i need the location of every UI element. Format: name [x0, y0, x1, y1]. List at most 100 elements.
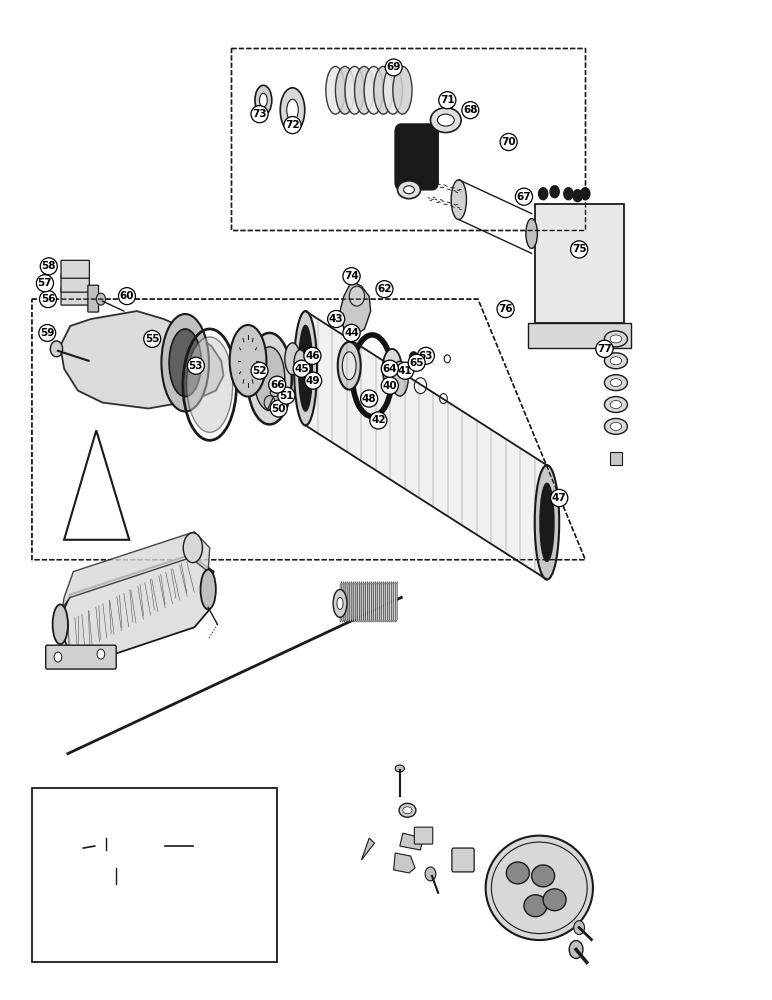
Text: 48: 48	[362, 394, 377, 404]
Ellipse shape	[532, 865, 554, 887]
Ellipse shape	[335, 66, 354, 114]
Text: 58: 58	[42, 261, 56, 271]
Ellipse shape	[161, 314, 209, 411]
Polygon shape	[356, 582, 358, 622]
Ellipse shape	[103, 833, 110, 839]
Text: 71: 71	[440, 95, 455, 105]
Polygon shape	[350, 582, 352, 622]
Polygon shape	[374, 582, 376, 622]
Text: 68: 68	[463, 105, 478, 115]
Ellipse shape	[540, 483, 554, 561]
Circle shape	[564, 188, 573, 200]
Ellipse shape	[342, 352, 356, 380]
Ellipse shape	[299, 325, 313, 411]
FancyBboxPatch shape	[61, 260, 90, 278]
Ellipse shape	[506, 862, 530, 884]
Polygon shape	[385, 582, 388, 622]
Polygon shape	[400, 833, 423, 850]
Text: 59: 59	[40, 328, 54, 338]
Text: 57: 57	[38, 278, 52, 288]
Ellipse shape	[404, 186, 415, 194]
Polygon shape	[610, 452, 622, 465]
Ellipse shape	[169, 329, 201, 397]
Circle shape	[264, 396, 275, 410]
Polygon shape	[390, 582, 391, 622]
Text: 51: 51	[279, 391, 293, 401]
Circle shape	[96, 293, 106, 305]
Ellipse shape	[183, 533, 202, 563]
Text: 55: 55	[145, 334, 160, 344]
Ellipse shape	[201, 570, 216, 609]
Ellipse shape	[604, 397, 628, 412]
Circle shape	[550, 186, 559, 198]
Polygon shape	[354, 582, 356, 622]
Circle shape	[349, 286, 364, 306]
Ellipse shape	[391, 361, 408, 396]
Ellipse shape	[610, 401, 621, 409]
Polygon shape	[358, 582, 360, 622]
Ellipse shape	[384, 66, 402, 114]
Text: 66: 66	[270, 380, 284, 390]
Ellipse shape	[254, 347, 285, 410]
Bar	[32, 788, 277, 962]
FancyBboxPatch shape	[61, 274, 90, 292]
Text: 60: 60	[120, 291, 134, 301]
Ellipse shape	[431, 108, 461, 133]
Polygon shape	[340, 281, 371, 336]
Ellipse shape	[113, 863, 120, 868]
Polygon shape	[381, 582, 384, 622]
Ellipse shape	[486, 836, 593, 940]
Polygon shape	[394, 582, 395, 622]
Ellipse shape	[604, 375, 628, 391]
FancyBboxPatch shape	[536, 204, 624, 323]
Polygon shape	[306, 311, 547, 580]
FancyBboxPatch shape	[88, 285, 99, 312]
Ellipse shape	[383, 349, 401, 389]
Text: 76: 76	[498, 304, 513, 314]
Text: 69: 69	[387, 62, 401, 72]
FancyBboxPatch shape	[46, 645, 117, 669]
Text: 56: 56	[41, 294, 56, 304]
Polygon shape	[366, 582, 367, 622]
Circle shape	[581, 188, 590, 200]
Ellipse shape	[294, 311, 317, 425]
Polygon shape	[58, 555, 214, 667]
Ellipse shape	[604, 418, 628, 434]
Polygon shape	[362, 582, 364, 622]
Circle shape	[410, 352, 418, 362]
Ellipse shape	[285, 343, 300, 375]
Circle shape	[93, 841, 101, 851]
Ellipse shape	[229, 325, 266, 397]
Polygon shape	[528, 323, 631, 348]
Polygon shape	[344, 582, 346, 622]
Ellipse shape	[438, 114, 454, 126]
Circle shape	[574, 921, 584, 935]
Ellipse shape	[247, 333, 292, 424]
Polygon shape	[340, 582, 342, 622]
Text: 72: 72	[285, 120, 300, 130]
Ellipse shape	[543, 889, 566, 911]
Ellipse shape	[364, 66, 384, 114]
Ellipse shape	[610, 422, 621, 430]
FancyBboxPatch shape	[452, 848, 474, 872]
Circle shape	[573, 190, 582, 202]
Text: 47: 47	[552, 493, 567, 503]
Text: 75: 75	[572, 244, 587, 254]
Circle shape	[54, 652, 62, 662]
Polygon shape	[367, 582, 370, 622]
Ellipse shape	[187, 337, 232, 432]
Ellipse shape	[374, 66, 393, 114]
Polygon shape	[394, 853, 415, 873]
Ellipse shape	[52, 604, 68, 644]
Text: 44: 44	[344, 328, 359, 338]
Polygon shape	[361, 838, 374, 860]
Text: 45: 45	[294, 364, 309, 374]
Ellipse shape	[280, 88, 305, 133]
FancyBboxPatch shape	[395, 124, 438, 190]
Ellipse shape	[604, 331, 628, 347]
Text: 46: 46	[305, 351, 320, 361]
Polygon shape	[395, 582, 398, 622]
Polygon shape	[346, 582, 348, 622]
Polygon shape	[364, 582, 366, 622]
Ellipse shape	[535, 465, 559, 580]
